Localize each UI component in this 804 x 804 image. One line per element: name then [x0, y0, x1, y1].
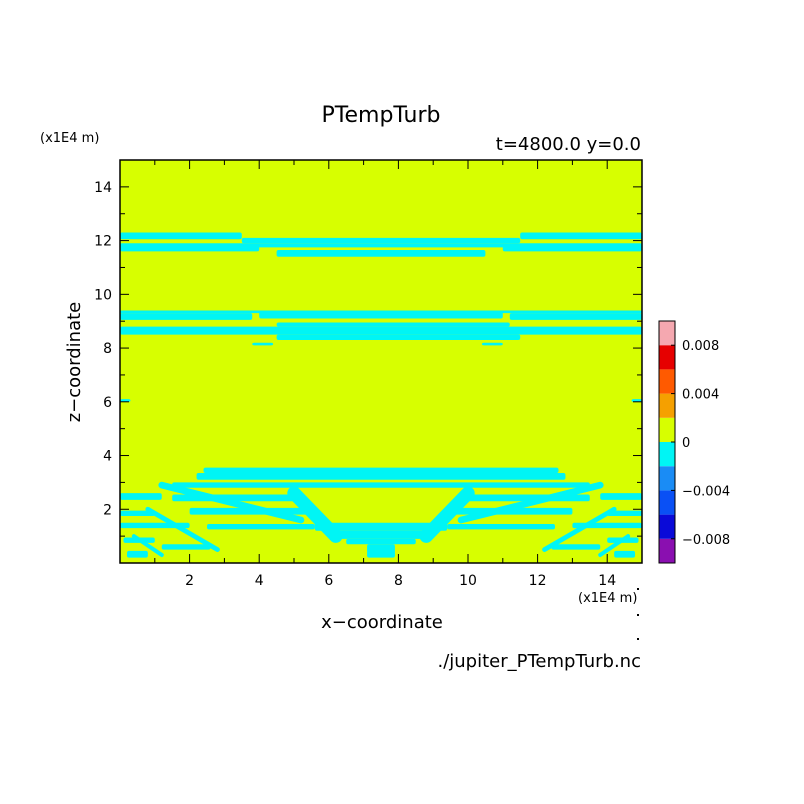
x-tick-label: 2	[185, 573, 194, 589]
corner-dot	[637, 638, 639, 640]
chart-title: PTempTurb	[322, 103, 441, 128]
y-unit-label: (x1E4 m)	[40, 131, 99, 146]
contour-band	[120, 399, 131, 402]
contour-band	[520, 232, 642, 240]
contour-band	[367, 544, 395, 558]
contour-band	[241, 237, 521, 244]
colorbar-swatch	[659, 490, 675, 515]
contour-band	[203, 467, 559, 473]
contour-band	[614, 550, 636, 558]
contour-band	[600, 493, 642, 500]
contour-band	[252, 342, 274, 346]
corner-dot	[637, 614, 639, 616]
contour-band	[542, 506, 617, 552]
colorbar: 0.008 0.004 0 −0.004 −0.008	[658, 320, 730, 564]
y-axis-label: z−coordinate	[64, 302, 85, 423]
colorbar-swatch	[659, 417, 675, 442]
y-tick-label: 2	[103, 502, 112, 518]
colorbar-swatch	[659, 514, 675, 539]
contour-band	[120, 244, 260, 252]
contour-band	[120, 326, 642, 335]
contour-band	[120, 510, 155, 516]
colorbar-swatch	[659, 466, 675, 491]
x-tick-label: 8	[394, 573, 403, 589]
contour-band	[126, 550, 148, 558]
y-tick-label: 4	[103, 449, 112, 465]
contour-band	[276, 322, 510, 327]
contour-band	[457, 481, 604, 524]
contour-band	[631, 399, 642, 402]
contour-band	[207, 524, 315, 530]
x-tick-label: 6	[324, 573, 333, 589]
colorbar-tick-label: −0.004	[682, 484, 730, 499]
contour-band	[509, 313, 642, 320]
contour-band	[158, 481, 305, 524]
corner-marks	[637, 588, 639, 640]
colorbar-swatch	[659, 442, 675, 467]
colorbar-swatch	[659, 369, 675, 394]
colorbar-tick-label: 0.008	[682, 339, 719, 354]
y-tick-label: 14	[94, 180, 112, 196]
colorbar-swatch	[659, 393, 675, 418]
plot-frame	[119, 159, 643, 564]
x-tick-label: 14	[598, 573, 616, 589]
contour-band	[314, 522, 448, 531]
contour-band	[120, 232, 242, 240]
x-tick-label: 12	[529, 573, 547, 589]
contour-band	[332, 530, 430, 539]
contour-band	[120, 313, 253, 320]
colorbar-swatch	[659, 538, 675, 563]
contour-band	[172, 482, 590, 488]
footer-filename: ./jupiter_PTempTurb.nc	[437, 651, 641, 672]
y-tick-label: 8	[103, 341, 112, 357]
x-axis-label: x−coordinate	[321, 612, 443, 633]
colorbar-tick-label: 0.004	[682, 388, 719, 403]
contour-band	[607, 510, 642, 516]
colorbar-tick-label: −0.008	[682, 533, 730, 548]
chart-subtitle: t=4800.0 y=0.0	[496, 134, 641, 155]
contour-band	[196, 472, 566, 480]
x-tick-label: 4	[255, 573, 264, 589]
corner-dot	[637, 588, 639, 590]
contour-band	[161, 544, 211, 550]
colorbar-tick-label: 0	[682, 436, 690, 451]
contour-band	[259, 311, 503, 319]
y-tick-label: 10	[94, 287, 112, 303]
contour-band	[276, 250, 486, 257]
contour-band	[287, 486, 343, 543]
contour-band	[551, 544, 601, 550]
contour-band	[598, 534, 631, 557]
contour-band	[419, 486, 475, 543]
colorbar-swatch	[659, 321, 675, 346]
y-tick-label: 12	[94, 234, 112, 250]
x-unit-label: (x1E4 m)	[578, 591, 637, 606]
contour-band	[346, 538, 416, 545]
x-tick-label: 10	[459, 573, 477, 589]
contour-band	[145, 506, 220, 552]
contour-band	[481, 342, 503, 346]
contour-band	[120, 493, 162, 500]
contour-band	[447, 524, 555, 530]
y-tick-label: 6	[103, 395, 112, 411]
plot-background-field	[120, 160, 642, 563]
contour-band	[131, 534, 164, 557]
colorbar-swatch	[659, 345, 675, 370]
contour-band	[502, 244, 642, 252]
contour-band	[276, 334, 521, 341]
plot-area: 2 4 6 8 10 12 14 2 4 6 8 10 12 14	[94, 159, 643, 589]
